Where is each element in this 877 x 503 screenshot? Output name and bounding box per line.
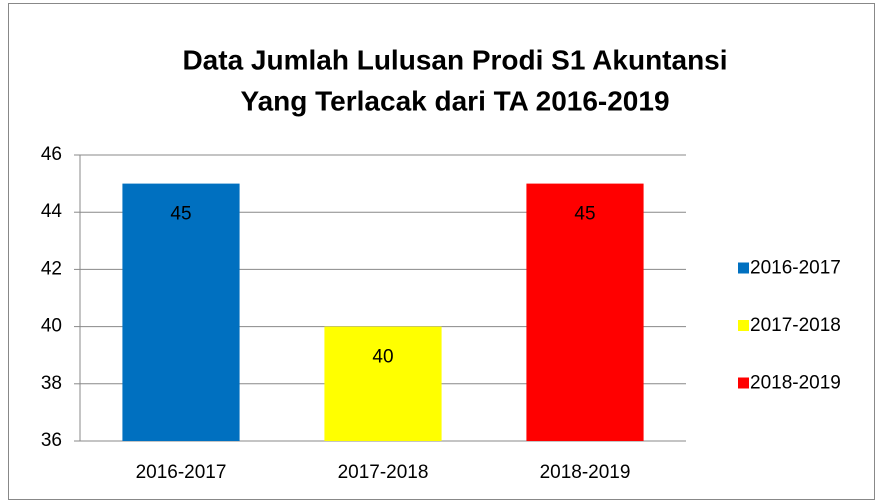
y-tick-label: 36: [41, 430, 62, 451]
chart-title: Yang Terlacak dari TA 2016-2019: [240, 85, 669, 116]
chart-title: Data Jumlah Lulusan Prodi S1 Akuntansi: [182, 44, 727, 75]
x-tick-label: 2016-2017: [136, 462, 227, 483]
y-tick-label: 46: [41, 144, 62, 165]
y-tick-label: 38: [41, 373, 62, 394]
legend-label: 2017-2018: [750, 315, 841, 336]
legend-label: 2016-2017: [750, 258, 841, 279]
data-label: 45: [574, 204, 595, 225]
x-tick-label: 2018-2019: [540, 462, 631, 483]
data-label: 40: [372, 347, 393, 368]
y-tick-label: 44: [41, 201, 63, 222]
bar: [324, 326, 442, 441]
data-label: 45: [170, 204, 191, 225]
bar: [526, 183, 644, 441]
x-tick-label: 2017-2018: [338, 462, 429, 483]
bar: [122, 183, 240, 441]
y-tick-label: 42: [41, 258, 62, 279]
legend-swatch: [738, 262, 749, 274]
legend-swatch: [738, 377, 749, 389]
legend-label: 2018-2019: [750, 373, 841, 394]
y-tick-label: 40: [41, 316, 62, 337]
legend-swatch: [738, 320, 749, 331]
